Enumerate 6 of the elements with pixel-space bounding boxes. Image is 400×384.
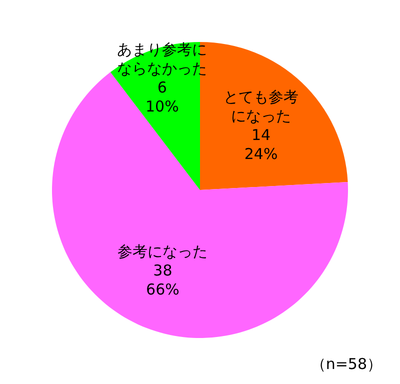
- slice-label: 参考になった: [118, 242, 208, 261]
- slice-label: とても参考になった: [224, 88, 299, 126]
- data-label: 6 10%: [146, 78, 179, 116]
- data-label: 14 24%: [244, 126, 278, 164]
- text: （n=58）: [310, 355, 382, 374]
- data-label: 38 66%: [146, 262, 180, 299]
